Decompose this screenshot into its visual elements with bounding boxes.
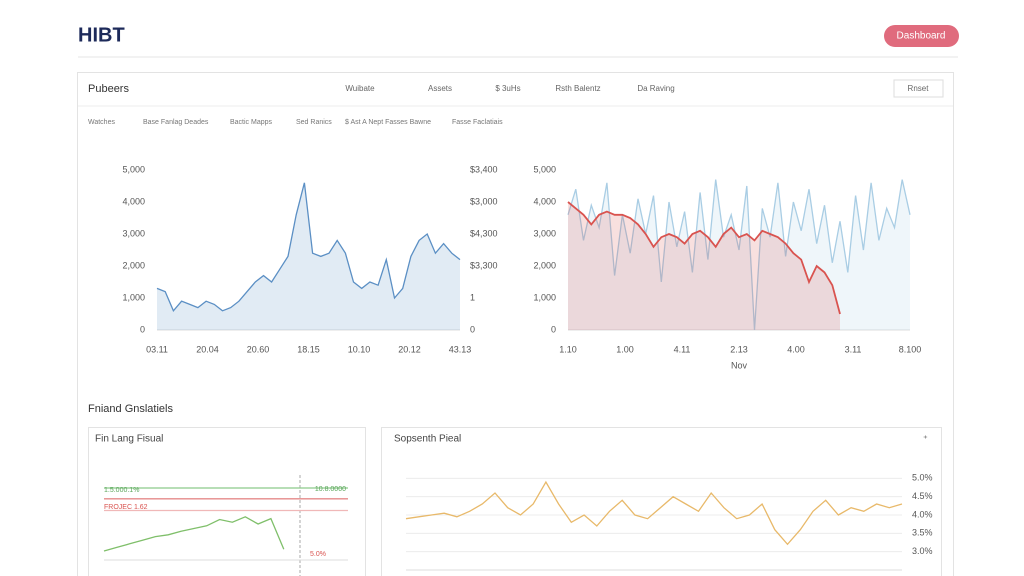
y2-tick-label: $3,400	[470, 164, 498, 174]
x-tick-label: 20.60	[247, 344, 270, 354]
y-tick-label: 2,000	[533, 260, 556, 270]
y-tick-label: 4,000	[122, 196, 145, 206]
x-tick-label: 20.04	[196, 344, 219, 354]
y-tick-label: 3,000	[533, 228, 556, 238]
breadcrumb: Watches	[88, 119, 115, 126]
annotation: 5.0%	[310, 551, 326, 558]
annotation: 1.5.000.1%	[104, 487, 139, 494]
x-axis-label: Nov	[731, 360, 748, 370]
bottom-title: Fin Lang Fisual	[95, 434, 163, 445]
filter-dropdown[interactable]: Assets	[428, 84, 452, 93]
breadcrumb: Fasse Faclatiais	[452, 119, 503, 126]
y-tick-label: 4,000	[533, 196, 556, 206]
x-tick-label: 03.11	[146, 344, 168, 354]
x-tick-label: 8.100	[899, 344, 922, 354]
x-tick-label: 18.15	[297, 344, 320, 354]
y-tick-label: 5,000	[533, 164, 556, 174]
panel-menu-icon[interactable]: ⁺	[923, 433, 928, 443]
area	[568, 202, 840, 330]
panel-title: Pubeers	[88, 83, 129, 95]
header-button-label[interactable]: Dashboard	[897, 31, 946, 42]
y2-tick-label: 5.0%	[912, 473, 933, 483]
x-tick-label: 1.00	[616, 344, 634, 354]
x-tick-label: 43.13	[449, 344, 472, 354]
x-tick-label: 3.11	[845, 344, 862, 354]
y2-tick-label: 4.0%	[912, 509, 933, 519]
x-tick-label: 4.00	[787, 344, 805, 354]
y-tick-label: 3,000	[122, 228, 145, 238]
y2-tick-label: $3,300	[470, 260, 498, 270]
logo: HIBT	[78, 24, 125, 46]
header-button[interactable]	[884, 25, 959, 47]
line	[405, 480, 903, 546]
reset-label[interactable]: Rnset	[908, 84, 930, 93]
annotation: FROJEC 1.62	[104, 504, 148, 511]
filter-dropdown[interactable]: $ 3uHs	[495, 84, 520, 93]
filter-dropdown[interactable]: Rsth Balentz	[555, 84, 600, 93]
y-tick-label: 5,000	[122, 164, 145, 174]
breadcrumb: Base Fanlag Deades	[143, 119, 209, 126]
line	[567, 201, 841, 315]
annotation: 10.8.0000	[315, 486, 346, 493]
y-tick-label: 1,000	[533, 292, 556, 302]
y2-tick-label: 4.5%	[912, 491, 933, 501]
bottom-panel	[381, 427, 942, 576]
y-tick-label: 2,000	[122, 260, 145, 270]
x-tick-label: 2.13	[730, 344, 748, 354]
breadcrumb: $ Ast A Nept Fasses Bawne	[345, 119, 431, 126]
filter-dropdown[interactable]: Wuibate	[345, 84, 375, 93]
y-tick-label: 0	[551, 324, 556, 334]
x-tick-label: 10.10	[348, 344, 371, 354]
x-tick-label: 4.11	[674, 344, 691, 354]
area	[157, 182, 460, 330]
x-tick-label: 20.12	[398, 344, 421, 354]
breadcrumb: Bactic Mapps	[230, 119, 273, 126]
line	[567, 179, 911, 331]
bottom-title: Sopsenth Pieal	[394, 434, 461, 445]
x-tick-label: 1.10	[559, 344, 577, 354]
y2-tick-label: 1	[470, 292, 475, 302]
y-tick-label: 0	[140, 324, 145, 334]
y2-tick-label: 3.0%	[912, 546, 933, 556]
section-title: Fniand Gnslatiels	[88, 403, 173, 415]
breadcrumb: Sed Ranics	[296, 119, 332, 126]
filter-dropdown[interactable]: Da Raving	[637, 84, 674, 93]
y-tick-label: 1,000	[122, 292, 145, 302]
y2-tick-label: 0	[470, 324, 475, 334]
y2-tick-label: 3.5%	[912, 528, 933, 538]
area	[568, 179, 910, 330]
reset-button[interactable]	[893, 79, 944, 98]
y2-tick-label: $3,000	[470, 196, 498, 206]
bottom-panel	[88, 427, 366, 576]
y2-tick-label: $4,300	[470, 228, 498, 238]
line	[156, 182, 461, 313]
line	[103, 516, 285, 552]
